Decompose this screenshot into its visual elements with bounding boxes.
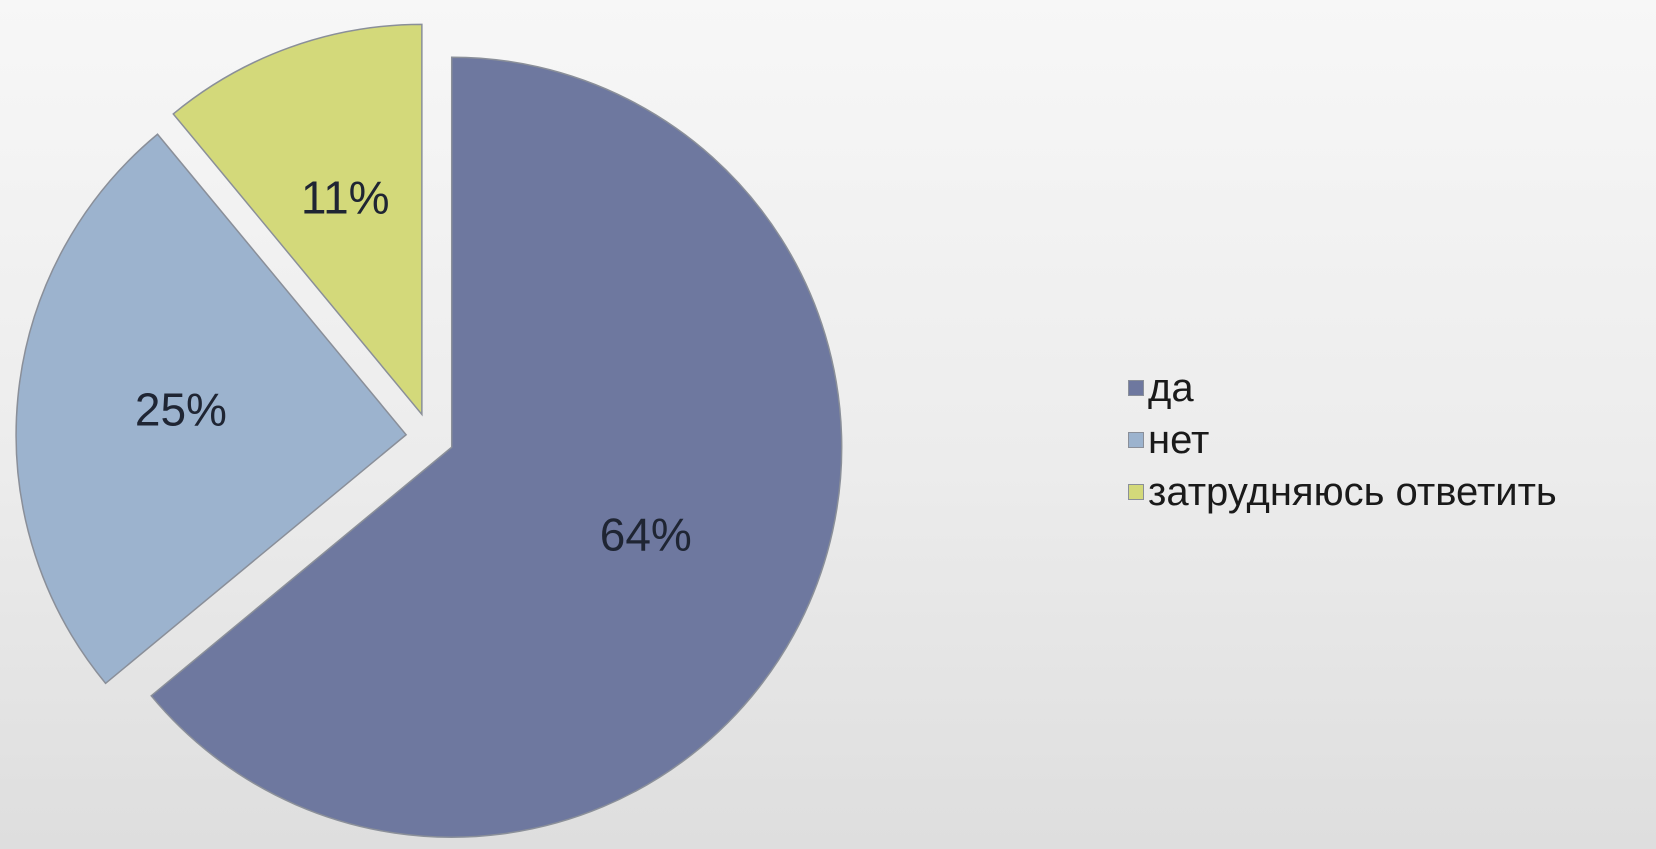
- legend-label-yes: да: [1148, 366, 1194, 410]
- data-label-no: 25%: [135, 384, 227, 436]
- pie-slices: [15, 23, 843, 838]
- legend-label-no: нет: [1148, 418, 1210, 462]
- legend-swatch-undecided: [1128, 484, 1144, 500]
- data-label-undecided: 11%: [301, 172, 390, 224]
- legend-swatch-yes: [1128, 380, 1144, 396]
- chart-legend: да нет затрудняюсь ответить: [1128, 362, 1557, 518]
- legend-label-undecided: затрудняюсь ответить: [1148, 470, 1557, 514]
- slice-undecided: [172, 23, 423, 417]
- slice-no: [15, 133, 408, 685]
- pie-labels: 64% 25% 11%: [135, 172, 692, 561]
- data-label-yes: 64%: [600, 509, 692, 561]
- slice-yes: [150, 56, 843, 838]
- legend-swatch-no: [1128, 432, 1144, 448]
- legend-item-undecided: затрудняюсь ответить: [1128, 466, 1557, 518]
- legend-item-no: нет: [1128, 414, 1557, 466]
- legend-item-yes: да: [1128, 362, 1557, 414]
